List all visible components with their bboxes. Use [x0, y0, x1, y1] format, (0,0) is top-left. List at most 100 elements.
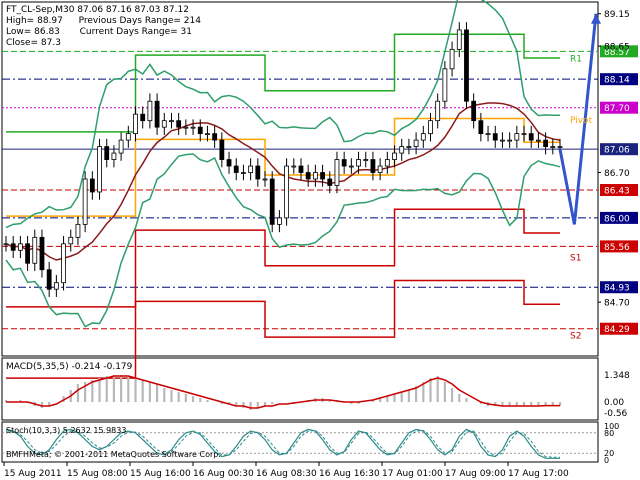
candle-body	[485, 133, 491, 136]
level-label: 88.57	[604, 48, 630, 58]
time-label: 15 Aug 2011	[4, 469, 62, 479]
pivot-tag: Pivot	[570, 116, 593, 126]
stoch-tick-label: 80	[604, 429, 614, 438]
candle-body	[190, 126, 196, 129]
candle-body	[312, 172, 318, 180]
candle-body	[507, 139, 513, 142]
candle-body	[133, 113, 138, 135]
stoch-main-line	[5, 428, 560, 459]
candle-body	[363, 159, 369, 161]
time-label: 17 Aug 17:00	[508, 469, 569, 479]
candle-body	[32, 236, 38, 264]
macd-signal-line	[6, 375, 560, 409]
copyright-text: BMFHMeta; © 2001-2011 MetaQuotes Softwar…	[6, 450, 221, 459]
bollinger-bands	[5, 0, 561, 328]
candle-body	[370, 159, 376, 173]
low-line: Low= 86.83	[6, 27, 60, 37]
symbol-line: FT_CL-Sep,M30 87.06 87.16 87.03 87.12	[6, 5, 189, 15]
time-label: 16 Aug 08:30	[256, 469, 317, 479]
curr-range: Current Days Range= 31	[79, 27, 193, 37]
price-candles	[3, 22, 563, 297]
level-label: 86.43	[604, 187, 630, 197]
stoch-tick-label: 0	[604, 456, 609, 465]
candle-body	[284, 165, 289, 219]
time-label: 15 Aug 16:00	[130, 469, 191, 479]
candle-body	[82, 178, 88, 225]
candle-body	[305, 172, 311, 180]
candle-body	[97, 146, 102, 193]
candle-body	[212, 133, 218, 141]
candle-body	[471, 100, 477, 122]
candle-body	[420, 133, 426, 141]
candle-body	[118, 139, 124, 154]
forecast-path	[558, 13, 598, 225]
time-label: 17 Aug 01:00	[382, 469, 443, 479]
level-label: 87.06	[604, 146, 630, 156]
pivot-bands	[6, 33, 560, 379]
candle-body	[413, 139, 419, 147]
close-line: Close= 87.3	[6, 38, 61, 48]
candle-body	[442, 68, 448, 102]
macd-title: MACD(5,35,5) -0.214 -0.179	[6, 362, 133, 372]
candle-body	[161, 120, 167, 128]
candle-body	[277, 217, 282, 225]
level-label: 85.56	[604, 243, 630, 253]
pivot-tag: S1	[570, 253, 581, 263]
level-box	[600, 281, 638, 294]
candle-body	[111, 152, 117, 160]
low-info: Low= 86.83 Current Days Range= 31	[6, 27, 192, 38]
candle-body	[262, 178, 268, 181]
candle-body	[320, 172, 325, 180]
candle-body	[3, 243, 9, 246]
macd-tick-label: -0.56	[604, 409, 628, 419]
level-box	[600, 322, 638, 335]
time-label: 16 Aug 00:30	[193, 469, 254, 479]
level-label: 86.00	[604, 214, 630, 224]
level-box	[600, 184, 638, 197]
candle-body	[75, 223, 81, 238]
candle-body	[89, 178, 95, 193]
price-tick-label: 86.70	[604, 169, 630, 179]
macd-pane: 1.348 0.00-0.56	[4, 371, 630, 419]
candle-body	[197, 126, 203, 135]
candle-body	[536, 139, 541, 142]
level-box	[600, 45, 638, 58]
candle-body	[241, 172, 246, 174]
candle-body	[377, 165, 383, 173]
macd-tick-label: 1.348	[604, 371, 630, 381]
candle-body	[298, 165, 304, 173]
price-axis: 88.57 88.14 87.70 87.06 86.43 86.00 85.56 84.93…	[598, 10, 638, 335]
candle-body	[233, 165, 239, 173]
level-label: 84.93	[604, 284, 630, 294]
bollinger-upper	[5, 0, 561, 229]
s-band	[6, 208, 560, 308]
candle-body	[226, 159, 232, 167]
time-label: 15 Aug 08:00	[67, 469, 128, 479]
level-box	[600, 143, 638, 156]
symbol-info: FT_CL-Sep,M30 87.06 87.16 87.03 87.12	[6, 5, 189, 16]
stoch-tick-label: 100	[604, 422, 619, 431]
time-label: 17 Aug 09:00	[445, 469, 506, 479]
candle-body	[125, 133, 131, 141]
candle-body	[176, 120, 182, 128]
level-box	[600, 240, 638, 253]
price-tick-label: 88.65	[604, 43, 630, 53]
candle-body	[183, 126, 189, 129]
pivot-tag: S2	[570, 332, 581, 342]
time-axis: 15 Aug 2011 15 Aug 08:00 15 Aug 16:00 16 Au…	[3, 462, 569, 479]
candle-body	[255, 165, 261, 180]
prev-range: Previous Days Range= 214	[78, 16, 201, 26]
candle-body	[17, 243, 23, 251]
candle-body	[104, 146, 110, 160]
candle-body	[10, 243, 16, 251]
candle-body	[291, 165, 297, 168]
level-label: 88.14	[604, 76, 630, 86]
candle-body	[435, 100, 441, 122]
candle-body	[464, 29, 469, 102]
candle-body	[399, 146, 405, 154]
candle-body	[456, 29, 462, 50]
candle-body	[327, 178, 333, 186]
candle-body	[449, 48, 455, 70]
candle-body	[147, 100, 153, 122]
